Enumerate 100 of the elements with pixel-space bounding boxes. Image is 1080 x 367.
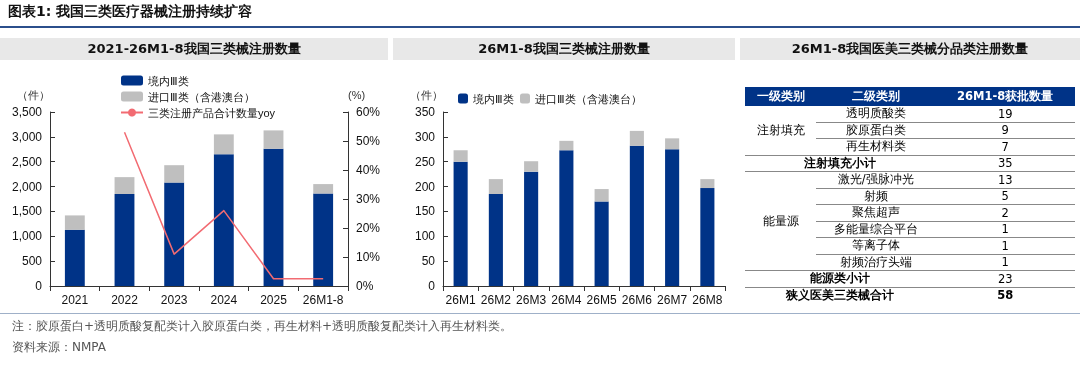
bar — [594, 189, 609, 202]
text: 多能量综合平台 — [833, 221, 918, 236]
text: 再生材料类 — [845, 139, 906, 154]
bar — [524, 161, 539, 172]
y-tick-label: 100 — [414, 229, 436, 244]
y-tick-label: 3,500 — [11, 105, 43, 119]
bar — [665, 138, 680, 150]
y-tick-label: 200 — [414, 179, 436, 194]
y2-tick-label: 0% — [356, 279, 374, 293]
bar — [488, 194, 503, 286]
text: 聚焦超声 — [851, 205, 900, 220]
bar — [64, 229, 85, 286]
text: 19 — [997, 106, 1013, 121]
bar — [164, 182, 185, 286]
text: 狭义医美三类械合计 — [786, 287, 895, 302]
x-tick-label: 26M1 — [445, 293, 476, 307]
bar — [665, 149, 680, 286]
category-label: 二级类别 — [816, 87, 936, 106]
legend-label: 境内Ⅲ类 — [472, 92, 514, 105]
x-tick-label: 2023 — [160, 293, 188, 307]
text: 9 — [1001, 123, 1009, 138]
x-tick-label: 26M5 — [586, 293, 617, 307]
bar — [629, 130, 644, 146]
text: 5 — [1001, 189, 1009, 204]
x-tick-label: 2021 — [61, 293, 89, 307]
bar — [213, 154, 234, 286]
text: 透明质酸类 — [845, 106, 906, 121]
x-tick-label: 26M4 — [551, 293, 582, 307]
y-tick-label: 1,500 — [11, 204, 43, 219]
legend-label: 进口Ⅲ类（含港澳台） — [148, 90, 255, 103]
y2-tick-label: 50% — [356, 134, 381, 148]
y-tick-label: 2,000 — [11, 179, 43, 194]
y-tick-label: 300 — [414, 129, 436, 144]
bar — [114, 177, 135, 195]
text: 资料来源：NMPA — [12, 339, 107, 356]
x-tick-label: 26M3 — [516, 293, 547, 307]
legend-label: 境内Ⅲ类 — [147, 74, 189, 87]
x-tick-label: 26M1-8 — [302, 293, 344, 307]
chart-title: 26M1-8我国三类械注册数量 — [393, 38, 735, 60]
bar — [263, 130, 284, 149]
bar — [313, 184, 334, 194]
y2-tick-label: 20% — [356, 221, 381, 235]
y-tick-label: 350 — [414, 105, 436, 119]
legend-label: 进口Ⅲ类（含港澳台） — [535, 92, 642, 105]
text: 能量源 — [762, 213, 799, 228]
x-tick-label: 26M2 — [480, 293, 512, 307]
bar — [559, 140, 574, 151]
bar — [313, 193, 334, 286]
bar — [213, 134, 234, 155]
text: 58 — [997, 288, 1014, 303]
y-tick-label: 250 — [414, 154, 436, 169]
bar — [453, 150, 468, 162]
text: 26M1-8我国医美三类械分品类注册数量 — [740, 38, 1080, 60]
y2-tick-label: 60% — [356, 105, 381, 119]
line-series — [123, 131, 324, 280]
bar — [524, 171, 539, 286]
y-tick-label: 1,000 — [11, 229, 43, 244]
legend-label: 三类注册产品合计数量yoy — [148, 106, 276, 119]
text: 2 — [1001, 205, 1009, 220]
category-label: 一级类别 — [745, 87, 817, 106]
x-tick-label: 26M6 — [621, 293, 653, 307]
bar — [453, 161, 468, 286]
text: 13 — [997, 172, 1013, 187]
bar — [700, 188, 715, 286]
bar — [700, 179, 715, 189]
text: 注射填充小计 — [804, 155, 877, 170]
bar — [559, 150, 574, 286]
text: 7 — [1001, 139, 1009, 154]
bar — [64, 215, 85, 230]
y-tick-label: 500 — [21, 254, 43, 269]
text: 注射填充 — [756, 122, 805, 137]
text: 1 — [1001, 222, 1009, 237]
y-tick-label: 50 — [421, 254, 436, 269]
bar — [629, 145, 644, 286]
text: 射频 — [863, 188, 888, 203]
x-tick-label: 2022 — [111, 293, 139, 307]
text: 注：胶原蛋白+透明质酸复配类计入胶原蛋白类，再生材料+透明质酸复配类计入再生材料类。 — [12, 318, 513, 335]
text: 射频治疗头端 — [839, 254, 912, 269]
bar — [263, 148, 284, 286]
text: 1 — [1001, 255, 1009, 270]
y2-tick-label: 40% — [356, 163, 381, 177]
text: 能源类小计 — [810, 271, 871, 286]
y-axis-title: （件） — [410, 88, 443, 101]
category-label: 26M1-8获批数量 — [935, 87, 1075, 106]
x-tick-label: 26M8 — [692, 293, 723, 307]
text: 23 — [997, 271, 1013, 286]
text: 胶原蛋白类 — [845, 122, 906, 137]
x-tick-label: 26M7 — [657, 293, 688, 307]
bar — [164, 165, 185, 183]
text: 等离子体 — [851, 238, 900, 253]
text: 图表1: 我国三类医疗器械注册持续扩容 — [8, 3, 253, 21]
y2-tick-label: 30% — [356, 192, 381, 206]
y2-tick-label: 10% — [356, 250, 381, 264]
text: 35 — [997, 156, 1013, 171]
y-tick-label: 3,000 — [11, 129, 43, 144]
bar — [488, 179, 503, 195]
y-tick-label: 150 — [414, 204, 436, 219]
y2-axis-title: (%) — [348, 88, 366, 101]
bar — [114, 194, 135, 286]
x-tick-label: 2025 — [260, 293, 288, 307]
